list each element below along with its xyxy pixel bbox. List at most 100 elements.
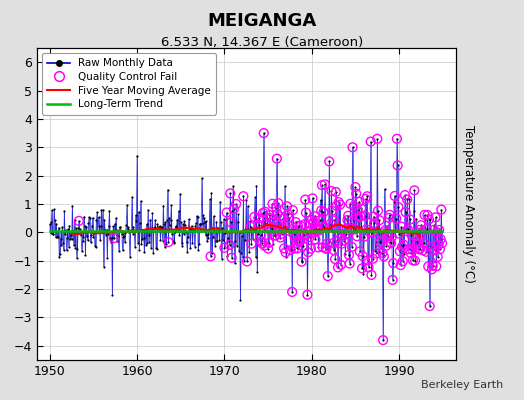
Point — [199, 212, 208, 219]
Point — [255, 222, 264, 228]
Point — [373, 136, 381, 142]
Point — [238, 254, 247, 261]
Point — [373, 136, 381, 142]
Point — [323, 240, 331, 247]
Point — [437, 206, 445, 213]
Point — [289, 231, 298, 237]
Point — [164, 239, 172, 245]
Point — [55, 254, 63, 260]
Point — [170, 239, 178, 245]
Point — [198, 175, 206, 182]
Point — [103, 255, 112, 261]
Point — [418, 233, 427, 239]
Point — [295, 238, 303, 245]
Point — [126, 254, 134, 260]
Point — [178, 242, 187, 249]
Point — [272, 156, 281, 162]
Point — [46, 230, 54, 236]
Point — [396, 262, 405, 268]
Point — [409, 208, 418, 214]
Point — [132, 212, 140, 218]
Point — [427, 244, 435, 250]
Point — [138, 236, 146, 242]
Point — [347, 221, 355, 227]
Point — [83, 233, 91, 239]
Point — [144, 207, 152, 213]
Point — [310, 219, 318, 226]
Point — [69, 228, 77, 234]
Point — [242, 197, 250, 204]
Point — [416, 246, 424, 252]
Point — [72, 225, 80, 231]
Point — [383, 230, 391, 236]
Point — [383, 223, 391, 230]
Point — [270, 232, 279, 238]
Point — [46, 221, 54, 227]
Point — [223, 209, 231, 216]
Point — [355, 199, 363, 205]
Point — [258, 240, 267, 247]
Point — [390, 193, 399, 199]
Point — [263, 214, 271, 221]
Point — [207, 190, 215, 196]
Point — [399, 258, 407, 264]
Point — [258, 240, 267, 247]
Point — [255, 215, 263, 222]
Point — [288, 289, 297, 295]
Point — [331, 256, 339, 262]
Point — [381, 227, 389, 233]
Point — [331, 256, 339, 262]
Point — [386, 239, 395, 246]
Point — [317, 207, 325, 214]
Point — [359, 271, 368, 278]
Point — [75, 226, 84, 232]
Point — [401, 209, 410, 215]
Point — [362, 196, 370, 202]
Point — [184, 216, 193, 222]
Point — [70, 216, 79, 223]
Point — [302, 231, 311, 238]
Point — [292, 240, 301, 246]
Point — [354, 207, 362, 214]
Point — [433, 254, 442, 260]
Text: Berkeley Earth: Berkeley Earth — [421, 380, 503, 390]
Point — [300, 232, 308, 239]
Point — [74, 225, 82, 232]
Point — [392, 216, 400, 222]
Point — [377, 245, 385, 251]
Point — [254, 231, 262, 237]
Point — [403, 196, 411, 203]
Point — [316, 197, 325, 203]
Point — [201, 219, 209, 225]
Point — [246, 224, 255, 230]
Point — [416, 227, 424, 233]
Point — [79, 238, 87, 244]
Point — [276, 213, 284, 220]
Point — [270, 216, 278, 222]
Point — [294, 222, 303, 229]
Point — [363, 193, 372, 200]
Point — [186, 245, 194, 251]
Point — [295, 238, 303, 245]
Point — [414, 240, 422, 247]
Point — [356, 248, 364, 255]
Point — [427, 244, 435, 250]
Point — [158, 224, 166, 230]
Point — [412, 242, 421, 248]
Point — [134, 209, 143, 215]
Point — [396, 248, 404, 254]
Point — [112, 214, 120, 221]
Point — [374, 208, 382, 214]
Point — [421, 217, 430, 224]
Point — [363, 193, 372, 200]
Point — [113, 232, 122, 239]
Point — [429, 262, 437, 269]
Point — [265, 212, 274, 218]
Point — [367, 272, 376, 278]
Point — [181, 221, 189, 228]
Point — [163, 217, 171, 224]
Point — [299, 243, 307, 250]
Point — [319, 244, 327, 250]
Point — [336, 202, 344, 208]
Point — [194, 246, 202, 253]
